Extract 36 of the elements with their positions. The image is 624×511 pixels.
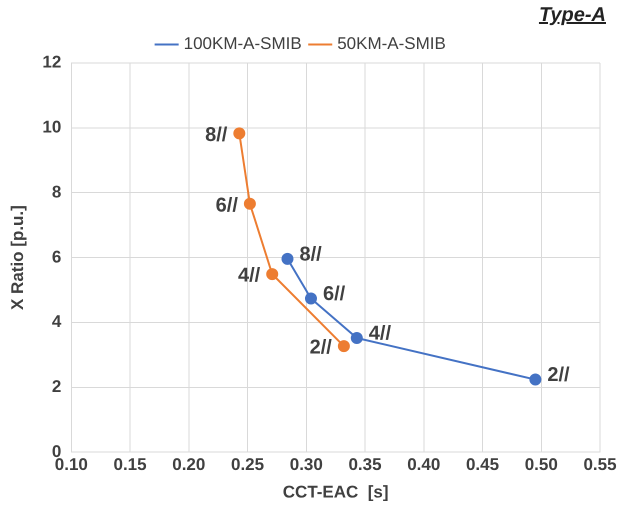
x-tick-label: 0.25 — [230, 455, 264, 474]
point — [266, 268, 278, 280]
y-tick-label: 2 — [52, 377, 62, 396]
x-tick-label: 0.45 — [466, 455, 500, 474]
x-tick-label: 0.30 — [290, 455, 323, 474]
x-axis-title: CCT-EAC [s] — [282, 482, 389, 502]
point — [529, 374, 542, 386]
y-tick-label: 4 — [52, 312, 62, 332]
chart-title: Type-A — [538, 4, 606, 27]
point — [304, 292, 317, 304]
x-tick-label: 0.50 — [524, 455, 558, 474]
annotation: 4// — [238, 264, 261, 287]
point — [233, 127, 246, 140]
annotation: 8// — [299, 243, 322, 266]
point — [244, 198, 256, 210]
annotation: 6// — [216, 194, 238, 216]
y-axis-title: X Ratio [p.u.] — [8, 205, 27, 310]
y-tick-label: 12 — [42, 52, 62, 72]
y-tick-label: 6 — [52, 247, 62, 266]
x-tick-label: 0.20 — [172, 455, 206, 474]
x-tick-label: 0.40 — [407, 455, 440, 474]
annotation: 2// — [310, 336, 332, 359]
annotation: 4// — [368, 322, 392, 345]
x-tick-label: 0.55 — [583, 455, 617, 474]
x-tick-label: 0.35 — [348, 455, 382, 474]
x-tick-label: 0.15 — [114, 455, 147, 474]
legend-label: 50KM-A-SMIB — [337, 34, 446, 54]
point — [350, 332, 363, 344]
annotation: 2// — [547, 364, 570, 386]
y-tick-label: 8 — [52, 182, 62, 202]
y-tick-label: 10 — [42, 118, 62, 137]
annotation: 6// — [322, 282, 346, 305]
legend-label: 100KM-A-SMIB — [184, 34, 302, 54]
annotation: 8// — [205, 124, 228, 146]
point — [338, 340, 350, 352]
point — [281, 252, 294, 265]
